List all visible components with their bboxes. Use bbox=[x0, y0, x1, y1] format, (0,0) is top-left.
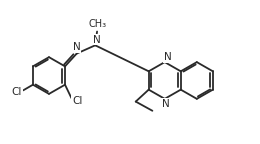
Text: N: N bbox=[162, 99, 170, 109]
Text: N: N bbox=[93, 35, 100, 45]
Text: Cl: Cl bbox=[11, 87, 22, 97]
Text: N: N bbox=[164, 52, 172, 62]
Text: N: N bbox=[73, 42, 81, 52]
Text: Cl: Cl bbox=[72, 96, 82, 106]
Text: CH₃: CH₃ bbox=[88, 19, 106, 30]
